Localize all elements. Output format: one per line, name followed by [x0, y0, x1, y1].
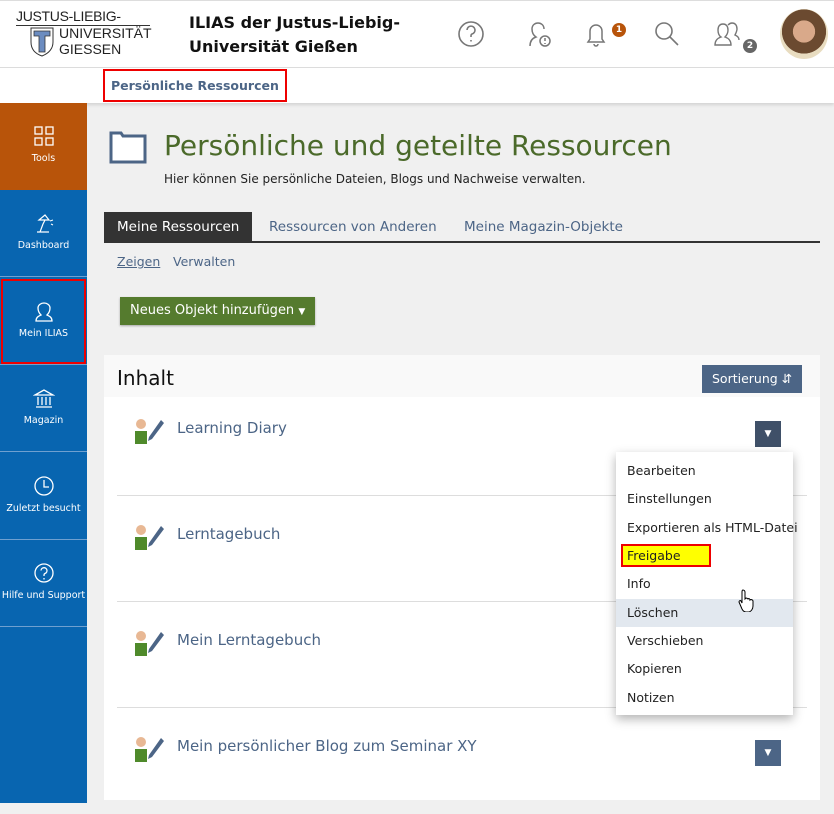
sidebar-item-dashboard[interactable]: Dashboard [0, 190, 87, 277]
sort-button[interactable]: Sortierung ⇵ [702, 365, 803, 393]
university-logo[interactable]: JUSTUS-LIEBIG- UNIVERSITÄT GIESSEN [16, 9, 152, 61]
menu-item-label: Freigabe [621, 544, 711, 567]
header: JUSTUS-LIEBIG- UNIVERSITÄT GIESSEN ILIAS… [0, 0, 834, 68]
sidebar-item-tools[interactable]: Tools [0, 103, 87, 190]
sidebar-item-mein-ilias[interactable]: Mein ILIAS [0, 278, 87, 365]
blog-icon [135, 631, 164, 656]
app-title-line: Universität Gießen [189, 37, 358, 56]
list-item: Mein persönlicher Blog zum Seminar XY [117, 708, 807, 814]
menu-item-loeschen[interactable]: Löschen [616, 599, 793, 627]
tab-ressourcen-von-anderen[interactable]: Ressourcen von Anderen [269, 219, 437, 235]
item-title[interactable]: Learning Diary [177, 419, 287, 437]
blog-icon [135, 737, 164, 762]
sidebar-item-label: Magazin [23, 415, 64, 426]
folder-icon [109, 131, 147, 164]
menu-item-info[interactable]: Info [627, 576, 651, 591]
menu-item-notizen[interactable]: Notizen [627, 690, 675, 705]
content-panel: Inhalt Sortierung ⇵ Learning Diary Lernt… [104, 355, 820, 800]
caret-down-icon: ▼ [764, 429, 772, 439]
blog-icon [135, 419, 164, 444]
panel-header: Inhalt Sortierung ⇵ [104, 355, 820, 397]
page-title: Persönliche und geteilte Ressourcen [164, 129, 672, 162]
contacts-badge: 2 [743, 39, 757, 53]
logo-rule [16, 25, 150, 26]
page-subtitle: Hier können Sie persönliche Dateien, Blo… [164, 172, 586, 186]
clock-icon [33, 476, 54, 496]
menu-item-bearbeiten[interactable]: Bearbeiten [627, 463, 696, 478]
list-item: Mein Lerntagebuch [117, 602, 807, 708]
app-title-line: ILIAS der Justus-Liebig- [189, 13, 400, 32]
lamp-icon [36, 214, 53, 233]
sidebar-item-label: Hilfe und Support [1, 590, 86, 601]
new-object-label: Neues Objekt hinzufügen [130, 303, 295, 318]
shield-icon [30, 27, 54, 57]
main-sidebar: Tools Dashboard Mein ILIAS Magazin Zulet… [0, 103, 87, 803]
actions-dropdown-menu: Bearbeiten Einstellungen Exportieren als… [616, 452, 798, 715]
list-item: Lerntagebuch [117, 496, 807, 602]
app-title: ILIAS der Justus-Liebig- Universität Gieß… [189, 11, 400, 59]
sidebar-item-label: Dashboard [17, 240, 70, 251]
contacts-icon[interactable] [712, 19, 742, 49]
item-title[interactable]: Mein persönlicher Blog zum Seminar XY [177, 737, 477, 755]
item-title[interactable]: Mein Lerntagebuch [177, 631, 321, 649]
bank-icon [32, 389, 55, 408]
caret-down-icon: ▼ [298, 307, 306, 317]
user-icon [34, 302, 53, 322]
sidebar-item-magazin[interactable]: Magazin [0, 365, 87, 452]
menu-item-freigabe[interactable]: Freigabe [616, 542, 793, 570]
help-icon [33, 563, 54, 583]
subtab-zeigen[interactable]: Zeigen [117, 254, 161, 269]
avatar[interactable] [780, 9, 828, 59]
search-icon[interactable] [652, 19, 682, 49]
help-icon[interactable] [456, 19, 486, 49]
menu-item-verschieben[interactable]: Verschieben [627, 633, 704, 648]
sidebar-item-label: Mein ILIAS [18, 328, 69, 339]
list-item: Learning Diary [117, 390, 807, 496]
menu-item-kopieren[interactable]: Kopieren [627, 661, 682, 676]
sidebar-item-zuletzt-besucht[interactable]: Zuletzt besucht [0, 453, 87, 540]
breadcrumb-bar: Persönliche Ressourcen [0, 68, 834, 103]
grid-icon [33, 126, 54, 146]
panel-title: Inhalt [117, 366, 174, 390]
hand-cursor-icon [738, 589, 754, 612]
logo-text: GIESSEN [59, 41, 122, 57]
tab-meine-ressourcen[interactable]: Meine Ressourcen [104, 212, 253, 241]
bell-icon[interactable] [581, 19, 611, 49]
sidebar-item-label: Zuletzt besucht [6, 503, 81, 514]
logo-text: JUSTUS-LIEBIG- [16, 8, 121, 24]
sidebar-item-hilfe-und-support[interactable]: Hilfe und Support [0, 540, 87, 627]
item-actions-dropdown-button[interactable]: ▼ [755, 421, 781, 447]
logo-text: UNIVERSITÄT [59, 25, 152, 41]
tab-bar: Meine Ressourcen Ressourcen von Anderen … [104, 212, 820, 243]
item-title[interactable]: Lerntagebuch [177, 525, 281, 543]
user-alert-icon[interactable] [524, 19, 554, 49]
blog-icon [135, 525, 164, 550]
menu-item-einstellungen[interactable]: Einstellungen [627, 491, 712, 506]
breadcrumb-persoenliche-ressourcen[interactable]: Persönliche Ressourcen [103, 69, 287, 102]
menu-item-exportieren[interactable]: Exportieren als HTML-Datei [627, 520, 798, 535]
notification-badge: 1 [612, 23, 626, 37]
subtab-verwalten[interactable]: Verwalten [173, 254, 236, 269]
caret-down-icon: ▼ [764, 748, 772, 758]
item-actions-dropdown-button[interactable]: ▼ [755, 740, 781, 766]
new-object-button[interactable]: Neues Objekt hinzufügen ▼ [120, 297, 316, 325]
sidebar-item-label: Tools [31, 153, 56, 164]
tab-meine-magazin-objekte[interactable]: Meine Magazin-Objekte [464, 219, 623, 235]
